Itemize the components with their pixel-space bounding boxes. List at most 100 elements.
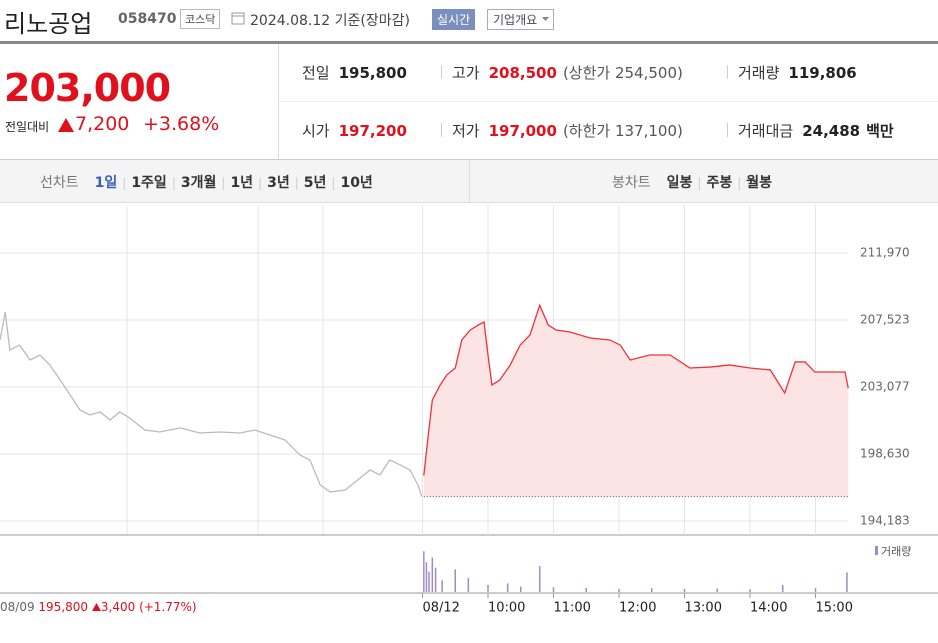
summary-panel: 전일 195,800 고가 208,500 (상한가 254,500) 거래량 119,80… — [279, 44, 938, 160]
y-tick-label: 194,183 — [860, 513, 910, 527]
volume-bar — [538, 566, 541, 592]
prev-change: 3,400 — [100, 600, 136, 614]
area-fill — [423, 305, 849, 497]
stock-code: 058470 — [118, 11, 177, 27]
prev-day-info: 08/09 195,800 3,400 (+1.77%) — [0, 600, 197, 614]
separator: | — [697, 176, 702, 190]
tab[interactable]: 3년 — [267, 175, 290, 191]
summary-label: 고가 — [452, 64, 480, 82]
summary-note: (상한가 254,500) — [562, 64, 683, 82]
volume-bar — [618, 588, 620, 592]
summary-item: 거래량 119,806 — [738, 62, 857, 83]
x-tick-label: 13:00 — [685, 601, 722, 616]
y-tick-label: 211,970 — [860, 246, 910, 260]
volume-bar — [467, 577, 470, 592]
summary-value: 197,000 — [488, 122, 557, 140]
volume-bar — [428, 571, 430, 592]
tab-group-label: 봉차트 — [612, 175, 651, 191]
summary-unit: 백만 — [866, 122, 894, 140]
volume-bar — [425, 562, 428, 592]
volume-bar — [749, 589, 751, 592]
volume-bar — [683, 588, 686, 592]
current-price: 203,000 — [4, 66, 171, 110]
realtime-button[interactable]: 실시간 — [432, 9, 476, 30]
summary-note: (하한가 137,100) — [562, 122, 683, 140]
volume-bar — [846, 572, 848, 592]
divider — [441, 123, 442, 137]
divider — [727, 123, 728, 137]
separator: | — [294, 176, 299, 190]
divider — [279, 101, 938, 102]
summary-label: 거래대금 — [738, 122, 794, 140]
summary-item: 시가 197,200 — [302, 120, 407, 141]
separator: | — [331, 176, 336, 190]
change-rate: +3.68% — [143, 113, 220, 135]
x-tick-label: 12:00 — [619, 601, 656, 616]
summary-value: 208,500 — [488, 64, 557, 82]
x-tick-label: 11:00 — [553, 601, 590, 616]
change-label: 전일대비 — [5, 120, 50, 134]
change-value: 7,200 — [75, 113, 130, 135]
prev-rate: (+1.77%) — [139, 600, 197, 614]
x-tick-label: 14:00 — [750, 601, 787, 616]
prev-close: 195,800 — [38, 600, 89, 614]
date: 2024.08.12 기준(장마감) — [250, 13, 410, 29]
volume-bar — [519, 586, 522, 592]
market-badge: 코스닥 — [180, 9, 221, 29]
volume-bar — [431, 557, 434, 592]
company-info-button[interactable]: 기업개요 — [487, 9, 555, 30]
volume-bar — [423, 551, 425, 592]
tab[interactable]: 3개월 — [180, 175, 217, 191]
tab-group: 봉차트 일봉 | 주봉 | 월봉 — [612, 172, 772, 192]
header: 리노공업 058470 코스닥 2024.08.12 기준(장마감) 실시간 기… — [0, 0, 938, 44]
separator: | — [221, 176, 226, 190]
tab[interactable]: 1년 — [230, 175, 254, 191]
volume-bar — [585, 588, 587, 592]
summary-value: 197,200 — [338, 122, 407, 140]
tab[interactable]: 1일 — [94, 175, 118, 191]
volume-bar — [487, 584, 489, 592]
summary-value: 119,806 — [788, 64, 857, 82]
summary-label: 전일 — [302, 64, 330, 82]
volume-bar — [552, 587, 555, 592]
y-tick-label: 203,077 — [860, 379, 910, 393]
x-tick-label: 15:00 — [816, 601, 853, 616]
y-tick-label: 198,630 — [860, 446, 910, 460]
tab-bar: 선차트 1일 | 1주일 | 3개월 | 1년 | 3년 | 5년 | 10년 봉차트 일봉 | 주봉 | 월봉 — [0, 160, 938, 203]
tab[interactable]: 10년 — [340, 175, 373, 191]
summary-item: 고가 208,500 (상한가 254,500) — [452, 62, 683, 83]
price-line — [0, 311, 423, 497]
prev-date: 08/09 — [0, 600, 35, 614]
volume-bar — [434, 567, 437, 592]
x-tick-label: 08/12 — [422, 601, 459, 616]
tab[interactable]: 주봉 — [706, 175, 733, 191]
summary-label: 시가 — [302, 122, 330, 140]
tab[interactable]: 월봉 — [746, 175, 773, 191]
y-tick-label: 207,523 — [860, 313, 910, 327]
volume-bar — [454, 569, 456, 592]
summary-item: 전일 195,800 — [302, 62, 407, 83]
volume-bar — [506, 583, 509, 592]
volume-bar — [782, 584, 784, 592]
volume-bar — [441, 580, 443, 592]
summary-label: 저가 — [452, 122, 480, 140]
volume-bar — [814, 588, 817, 592]
tab[interactable]: 5년 — [303, 175, 327, 191]
stock-name: 리노공업 — [4, 10, 93, 38]
separator: | — [171, 176, 176, 190]
summary-value: 24,488 — [802, 122, 861, 140]
separator: | — [737, 176, 742, 190]
price-line — [423, 303, 849, 476]
divider — [469, 160, 470, 202]
summary-label: 거래량 — [738, 64, 780, 82]
tab[interactable]: 1주일 — [131, 175, 167, 191]
up-icon — [58, 118, 74, 132]
dropdown-icon — [542, 17, 550, 21]
tab-group: 선차트 1일 | 1주일 | 3개월 | 1년 | 3년 | 5년 | 10년 — [40, 172, 373, 192]
legend-label: 거래량 — [881, 545, 912, 558]
summary-value: 195,800 — [338, 64, 407, 82]
tab[interactable]: 일봉 — [666, 175, 693, 191]
legend-swatch — [875, 546, 878, 555]
